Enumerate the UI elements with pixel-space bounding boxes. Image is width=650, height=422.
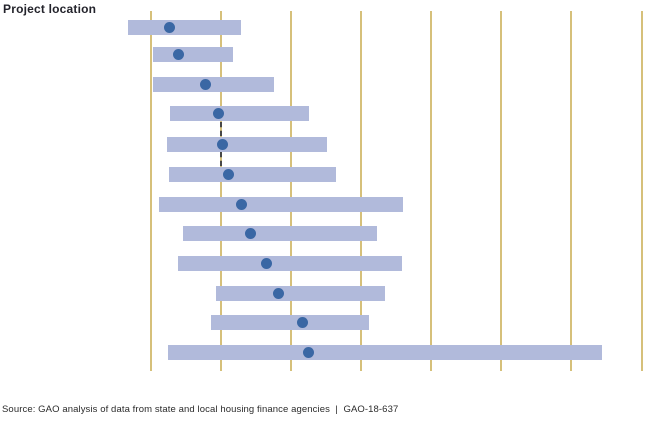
gridline [360, 11, 362, 371]
range-bar [153, 76, 274, 92]
range-bar [169, 166, 336, 182]
median-dot [260, 258, 272, 269]
median-reference-dashed-line [219, 152, 222, 166]
median-dot [212, 108, 224, 119]
source-caption: Source: GAO analysis of data from state … [2, 404, 399, 415]
median-dot [235, 198, 247, 210]
gridline [500, 11, 503, 371]
range-bar [211, 315, 369, 330]
gridline [219, 11, 222, 371]
range-bar [153, 47, 233, 62]
range-bar [178, 256, 402, 271]
median-dot [272, 287, 284, 299]
range-bar [159, 196, 403, 212]
median-dot [199, 78, 211, 90]
range-bar [167, 136, 327, 152]
chart-title: Project location [3, 2, 97, 16]
gridline [149, 11, 152, 371]
range-bar [170, 106, 309, 121]
median-dot [172, 49, 184, 60]
gridline [430, 11, 433, 371]
median-dot [302, 347, 314, 358]
gridline [640, 11, 643, 371]
median-dot [244, 228, 256, 239]
range-bar [183, 226, 377, 241]
range-bar [168, 345, 602, 360]
median-dot [296, 317, 308, 328]
median-dot [163, 21, 175, 33]
range-bar [216, 285, 385, 301]
range-bar [128, 19, 241, 35]
median-dot [216, 138, 228, 150]
gridline [289, 11, 292, 371]
median-reference-dashed-line [219, 122, 222, 136]
gridline [570, 11, 573, 371]
median-dot [222, 168, 234, 180]
